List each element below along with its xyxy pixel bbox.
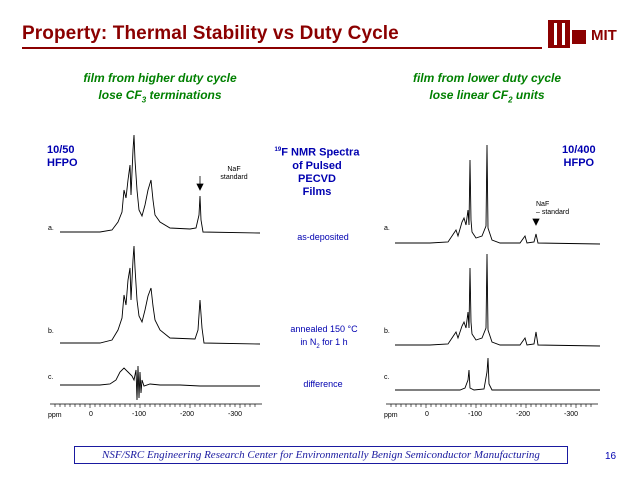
left-naf-arrow-icon	[196, 183, 204, 191]
right-naf-label: NaF – standard	[536, 201, 570, 216]
right-sample-label: 10/400 HFPO	[562, 144, 596, 169]
left-spectrum-a	[60, 134, 261, 234]
mit-logo-text: MIT	[591, 27, 617, 44]
left-trace-label-a: a.	[48, 225, 54, 232]
right-axis-unit: ppm	[384, 412, 398, 419]
right-tick-0: 0	[425, 411, 429, 418]
left-axis-unit: ppm	[48, 412, 62, 419]
left-spectrum-b	[60, 245, 261, 345]
right-tick-200: -200	[516, 411, 531, 418]
left-caption: film from higher duty cycle lose CF3 ter…	[83, 71, 237, 105]
slide-title: Property: Thermal Stability vs Duty Cycl…	[22, 23, 399, 44]
right-trace-label-b: b.	[384, 328, 390, 335]
left-tick-0: 0	[89, 411, 93, 418]
page-number: 16	[605, 451, 617, 462]
left-tick-100: -100	[132, 411, 147, 418]
right-naf-arrow-icon	[532, 218, 540, 226]
label-as-deposited: as-deposited	[297, 232, 349, 242]
right-trace-label-a: a.	[384, 225, 390, 232]
title-rule	[22, 47, 542, 49]
right-spectrum-b	[395, 253, 601, 347]
left-tick-200: -200	[180, 411, 195, 418]
left-spectrum-c	[60, 365, 260, 401]
left-trace-label-b: b.	[48, 328, 54, 335]
right-trace-label-c: c.	[384, 374, 390, 381]
nmr-title: 19F NMR Spectra of Pulsed PECVD Films	[274, 146, 360, 198]
left-tick-300: -300	[228, 411, 243, 418]
right-tick-100: -100	[468, 411, 483, 418]
left-sample-label: 10/50 HFPO	[47, 144, 78, 169]
left-naf-label: NaF standard	[220, 166, 248, 181]
axis-ticks	[54, 404, 592, 408]
right-caption: film from lower duty cycle lose linear C…	[412, 71, 562, 105]
right-tick-300: -300	[564, 411, 579, 418]
label-difference: difference	[303, 379, 343, 389]
right-spectrum-c	[395, 357, 600, 391]
left-trace-label-c: c.	[48, 374, 54, 381]
label-annealed: annealed 150 °C in N2 for 1 h	[290, 324, 358, 350]
mit-logo-icon	[548, 20, 586, 48]
footer-banner: NSF/SRC Engineering Research Center for …	[74, 446, 568, 464]
